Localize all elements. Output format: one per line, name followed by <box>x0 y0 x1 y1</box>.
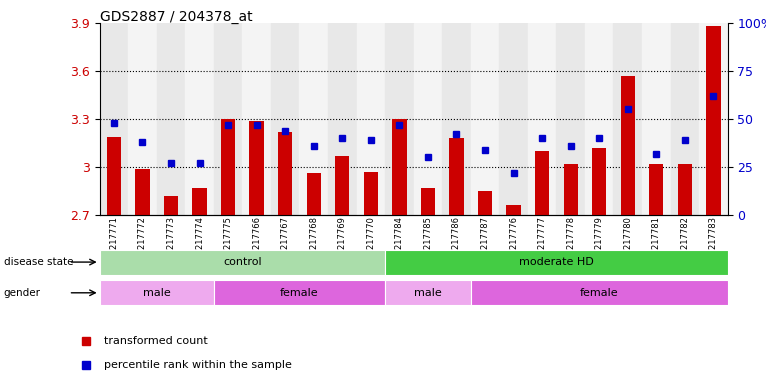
Bar <box>414 23 442 215</box>
Bar <box>392 119 407 215</box>
Bar <box>620 76 635 215</box>
Bar <box>214 280 385 305</box>
Bar <box>242 23 271 215</box>
Bar <box>706 26 721 215</box>
Text: female: female <box>580 288 618 298</box>
Bar <box>100 23 128 215</box>
Bar <box>478 191 492 215</box>
Text: percentile rank within the sample: percentile rank within the sample <box>104 360 292 370</box>
Bar <box>642 23 670 215</box>
Bar <box>556 23 585 215</box>
Bar <box>385 280 471 305</box>
Bar <box>528 23 556 215</box>
Bar <box>585 23 614 215</box>
Bar <box>221 119 235 215</box>
Bar <box>699 23 728 215</box>
Bar <box>106 137 121 215</box>
Bar <box>250 121 264 215</box>
Bar <box>535 151 549 215</box>
Text: moderate HD: moderate HD <box>519 257 594 267</box>
Text: control: control <box>223 257 262 267</box>
Bar <box>306 174 321 215</box>
Bar <box>185 23 214 215</box>
Bar <box>442 23 471 215</box>
Bar <box>136 169 149 215</box>
Text: GDS2887 / 204378_at: GDS2887 / 204378_at <box>100 10 252 23</box>
Bar <box>164 196 178 215</box>
Bar <box>214 23 242 215</box>
Text: male: male <box>414 288 442 298</box>
Bar <box>385 250 728 275</box>
Bar <box>271 23 300 215</box>
Bar <box>450 138 463 215</box>
Bar <box>278 132 293 215</box>
Bar <box>356 23 385 215</box>
Bar <box>506 205 521 215</box>
Bar <box>100 250 385 275</box>
Bar <box>385 23 414 215</box>
Bar <box>649 164 663 215</box>
Bar <box>471 280 728 305</box>
Text: male: male <box>142 288 171 298</box>
Bar <box>678 164 692 215</box>
Bar <box>157 23 185 215</box>
Bar <box>364 172 378 215</box>
Bar <box>300 23 328 215</box>
Text: female: female <box>280 288 319 298</box>
Bar <box>421 188 435 215</box>
Bar <box>614 23 642 215</box>
Bar <box>499 23 528 215</box>
Bar <box>670 23 699 215</box>
Bar <box>128 23 157 215</box>
Bar <box>336 156 349 215</box>
Bar <box>328 23 356 215</box>
Text: transformed count: transformed count <box>104 336 208 346</box>
Bar <box>471 23 499 215</box>
Text: gender: gender <box>4 288 41 298</box>
Text: disease state: disease state <box>4 257 74 267</box>
Bar <box>564 164 578 215</box>
Bar <box>592 148 607 215</box>
Bar <box>192 188 207 215</box>
Bar <box>100 280 214 305</box>
